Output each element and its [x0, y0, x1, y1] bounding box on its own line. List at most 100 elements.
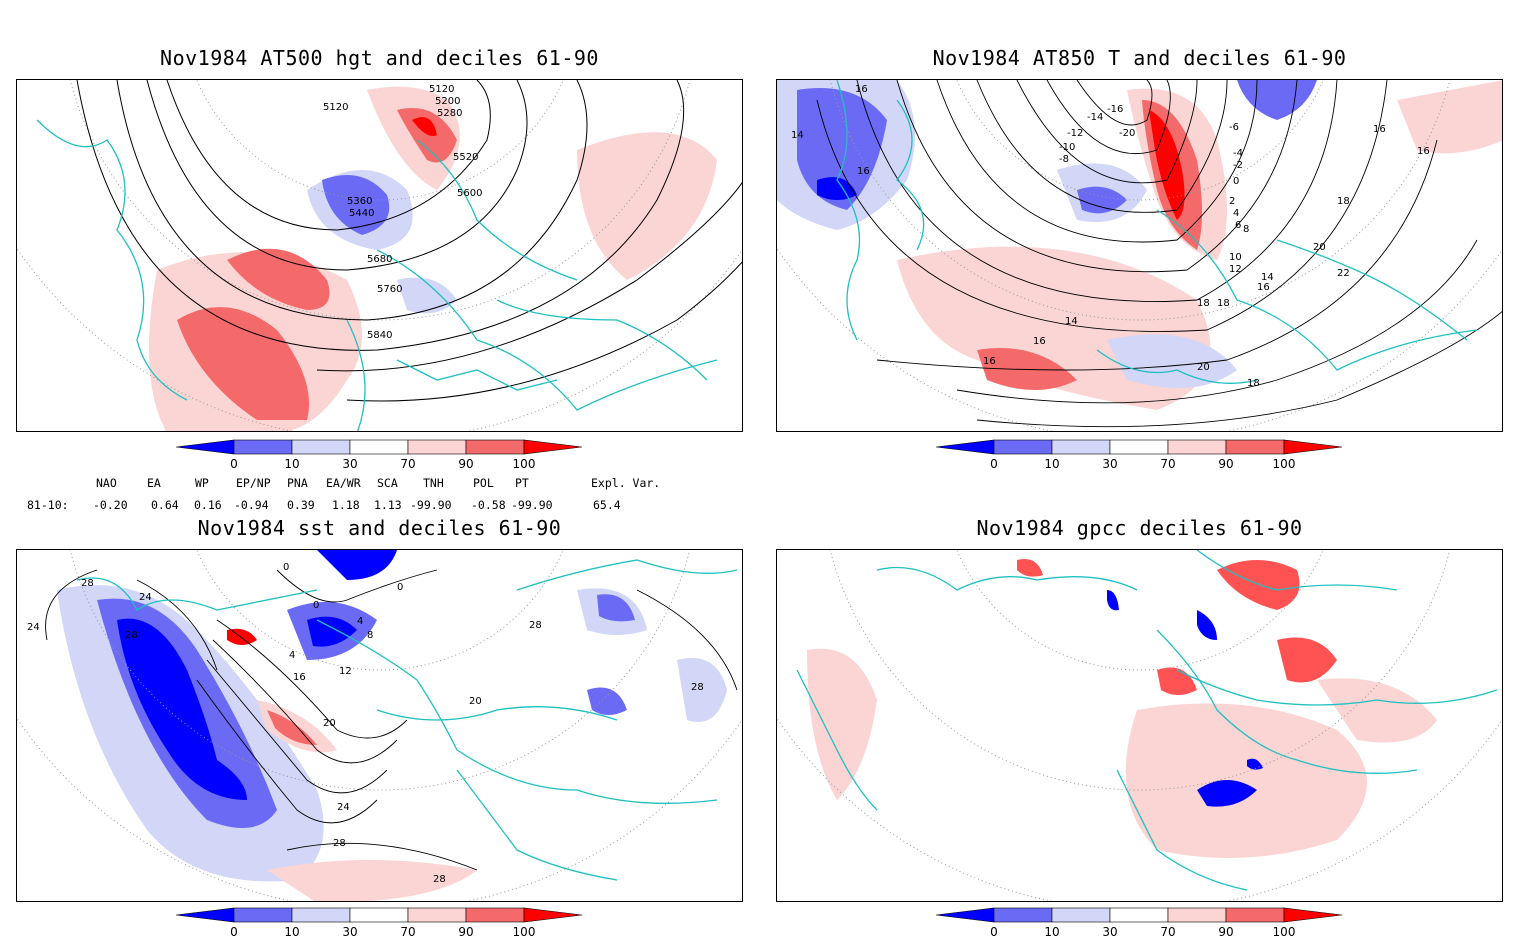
- colorbar-2: 0 10 30 70 90 100: [936, 438, 1346, 472]
- shade-mid-red: [227, 248, 330, 310]
- contour-label: 16: [857, 166, 870, 177]
- index-value-explvar: 65.4: [593, 498, 621, 512]
- colorbar-tick: 30: [342, 925, 357, 939]
- colorbar-tick: 10: [1044, 925, 1059, 939]
- colorbar-tick: 30: [1102, 457, 1117, 471]
- colorbar-4: 0 10 30 70 90 100: [936, 906, 1346, 940]
- contour-label: 20: [469, 696, 482, 707]
- shade-light-blue-s: [397, 277, 457, 314]
- map-at850-svg: 16 14 16 -20 -16 -14 -12 -10 -8 -6 -4 -2…: [777, 80, 1502, 431]
- colorbar-tick: 70: [400, 457, 415, 471]
- contour-label: 28: [333, 838, 346, 849]
- map-sst: 28 24 28 24 0 0 4 8 12 16 20 24 28 28 28…: [16, 549, 743, 902]
- index-name-explvar: Expl. Var.: [591, 476, 661, 490]
- contour-label: 20: [323, 718, 336, 729]
- contour-label: 16: [1257, 282, 1270, 293]
- contour-label: 5440: [349, 208, 374, 219]
- contour-label: 5840: [367, 330, 392, 341]
- index-name-tnh: TNH: [423, 476, 444, 490]
- shade-deep-red-center: [1149, 110, 1185, 220]
- contour-label: 12: [339, 666, 352, 677]
- panel-title-sst: Nov1984 sst and deciles 61-90: [197, 516, 562, 540]
- colorbar-tick: 100: [513, 457, 536, 471]
- contour-label: 8: [367, 630, 373, 641]
- index-name-pna: PNA: [287, 476, 308, 490]
- contour-label: -14: [1087, 112, 1103, 123]
- shade-mid-red-s: [977, 348, 1077, 390]
- contour-label: 0: [283, 562, 289, 573]
- shade-red-patch: [1157, 667, 1197, 695]
- shade-mid-red-c: [267, 710, 317, 745]
- contour-label: -16: [1107, 104, 1123, 115]
- contour-label: 5280: [437, 108, 462, 119]
- contour-label: 14: [1261, 272, 1274, 283]
- contour-label: -10: [1059, 142, 1075, 153]
- colorbar-tick: 30: [1102, 925, 1117, 939]
- index-value-sca: 1.13: [374, 498, 402, 512]
- contour-label: 16: [983, 356, 996, 367]
- colorbar-tick: 10: [284, 457, 299, 471]
- shade-mid-blue-e: [597, 594, 635, 622]
- contour-label: 16: [1417, 146, 1430, 157]
- contour-label: 5600: [457, 188, 482, 199]
- index-value-wp: 0.16: [194, 498, 222, 512]
- map-sst-svg: 28 24 28 24 0 0 4 8 12 16 20 24 28 28 28…: [17, 550, 742, 901]
- contour-label: 24: [337, 802, 350, 813]
- contour-label: 5520: [453, 152, 478, 163]
- shade-deep-red-top: [412, 117, 437, 136]
- contour-label: 0: [313, 600, 319, 611]
- shade-light-red-patch: [1317, 678, 1437, 743]
- index-name-nao: NAO: [96, 476, 117, 490]
- index-row-label: 81-10:: [27, 498, 69, 512]
- contour-label: 16: [293, 672, 306, 683]
- map-gpcc: [776, 549, 1503, 902]
- shade-red-hot: [227, 628, 257, 645]
- shade-red-patch: [1017, 559, 1043, 577]
- shade-blue-patch: [1197, 780, 1257, 807]
- contour-label: 16: [1373, 124, 1386, 135]
- colorbar-tick: 100: [1273, 457, 1296, 471]
- contour-label: -8: [1059, 154, 1069, 165]
- shade-light-blue-se: [677, 658, 727, 722]
- contour-label: 10: [1229, 252, 1242, 263]
- contour-label: 4: [357, 616, 363, 627]
- contour-label: 5360: [347, 196, 372, 207]
- contour-label: 18: [1337, 196, 1350, 207]
- panel-title-at850: Nov1984 AT850 T and deciles 61-90: [932, 46, 1347, 70]
- index-name-ea: EA: [147, 476, 161, 490]
- index-value-ea: 0.64: [151, 498, 179, 512]
- contour-label: 5120: [323, 102, 348, 113]
- index-name-epnp: EP/NP: [236, 476, 271, 490]
- contour-label: 28: [433, 874, 446, 885]
- shade-mid-blue: [322, 175, 390, 235]
- contour-label: 0: [397, 582, 403, 593]
- contour-label: -4: [1233, 148, 1243, 159]
- colorbar-3: 0 10 30 70 90 100: [176, 906, 586, 940]
- colorbar-tick: 70: [400, 925, 415, 939]
- colorbar-tick: 10: [1044, 457, 1059, 471]
- contour-label: 16: [855, 84, 868, 95]
- shade-light-red-s: [267, 860, 477, 901]
- contour-label: 14: [1065, 316, 1078, 327]
- colorbar-tick: 70: [1160, 457, 1175, 471]
- shade-red-patch: [1277, 637, 1337, 683]
- contour-label: -12: [1067, 128, 1083, 139]
- contour-label: -20: [1119, 128, 1135, 139]
- shade-mid-red-2: [177, 307, 309, 420]
- contour-label: 18: [1217, 298, 1230, 309]
- shade-light-red-ne: [577, 132, 717, 280]
- shade-red-patch: [1217, 560, 1300, 610]
- contour-label: 5680: [367, 254, 392, 265]
- shade-light-red-patch: [1125, 703, 1367, 858]
- contour-label: 4: [289, 650, 295, 661]
- contour-label: 28: [691, 682, 704, 693]
- contour-label: 14: [791, 130, 804, 141]
- index-value-pt: -99.90: [511, 498, 553, 512]
- index-name-pt: PT: [515, 476, 529, 490]
- colorbar-tick: 90: [458, 457, 473, 471]
- contour-label: 4: [1233, 208, 1239, 219]
- index-value-nao: -0.20: [93, 498, 128, 512]
- contour-label: 5120: [429, 84, 454, 95]
- teleconnection-indices: NAO EA WP EP/NP PNA EA/WR SCA TNH POL PT…: [0, 474, 760, 514]
- shade-mid-red-top: [397, 108, 457, 163]
